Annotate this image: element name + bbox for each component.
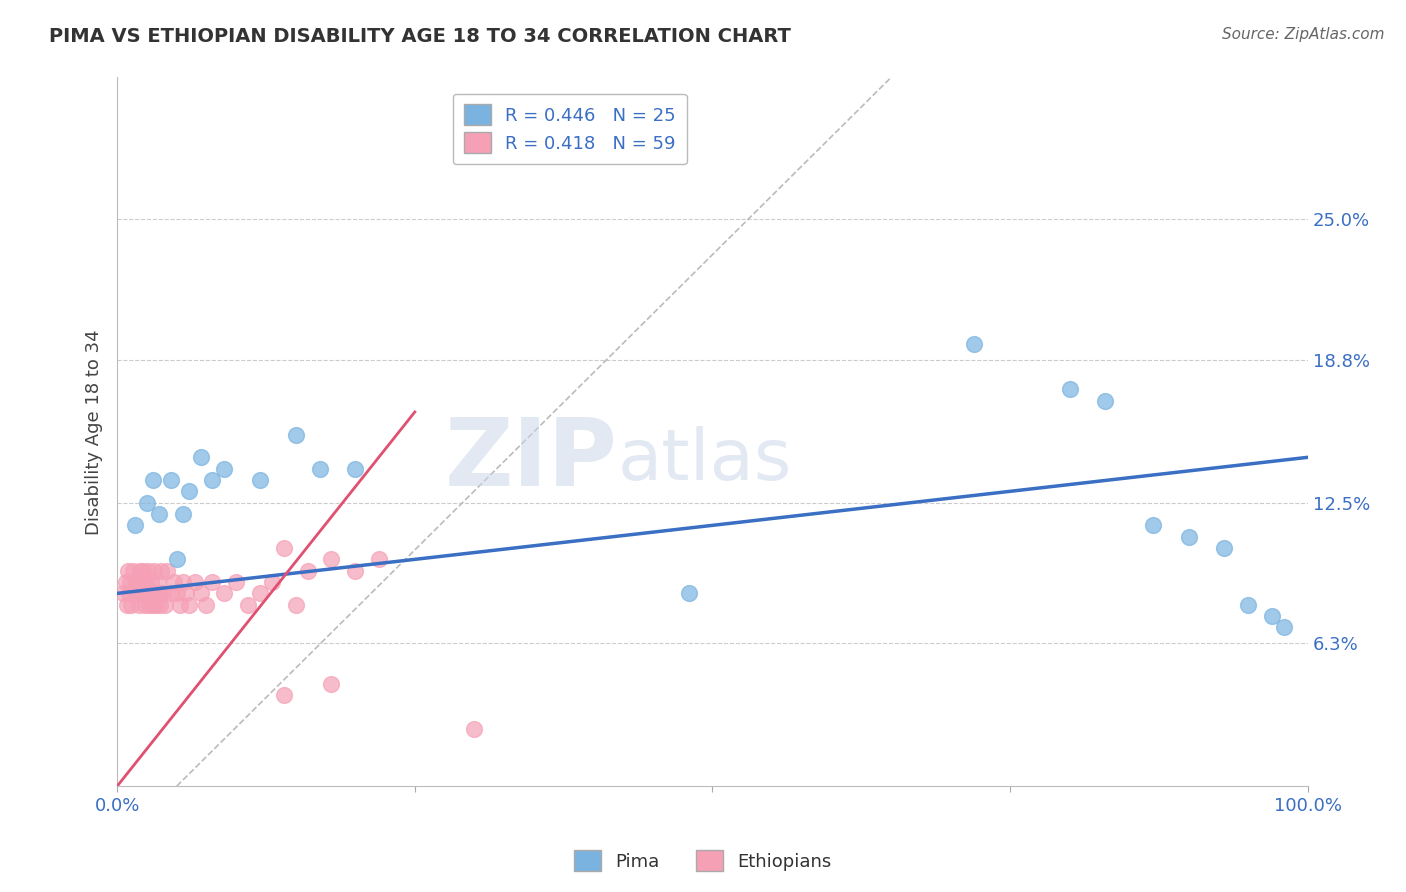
Point xyxy=(146,575,169,590)
Point xyxy=(138,598,160,612)
Point xyxy=(1261,609,1284,624)
Point xyxy=(321,552,343,566)
Point xyxy=(120,575,142,590)
Point xyxy=(190,586,212,600)
Point xyxy=(156,564,179,578)
Point xyxy=(190,450,212,465)
Point xyxy=(136,496,159,510)
Point xyxy=(128,564,150,578)
Point xyxy=(172,575,194,590)
Y-axis label: Disability Age 18 to 34: Disability Age 18 to 34 xyxy=(86,329,103,534)
Point xyxy=(148,507,170,521)
Point xyxy=(273,689,295,703)
Point xyxy=(174,586,197,600)
Point xyxy=(1177,530,1199,544)
Point xyxy=(1059,382,1081,396)
Point xyxy=(284,598,307,612)
Point xyxy=(152,586,174,600)
Point xyxy=(236,598,259,612)
Point xyxy=(148,586,170,600)
Point xyxy=(118,586,141,600)
Point xyxy=(225,575,247,590)
Point xyxy=(166,586,188,600)
Point xyxy=(117,564,139,578)
Point xyxy=(308,461,330,475)
Point xyxy=(124,586,146,600)
Text: ZIP: ZIP xyxy=(444,414,617,506)
Legend: R = 0.446   N = 25, R = 0.418   N = 59: R = 0.446 N = 25, R = 0.418 N = 59 xyxy=(453,94,686,164)
Point xyxy=(163,575,186,590)
Point xyxy=(129,586,152,600)
Point xyxy=(142,473,165,487)
Point xyxy=(132,564,155,578)
Point xyxy=(183,575,205,590)
Point xyxy=(134,598,156,612)
Point xyxy=(344,461,367,475)
Point xyxy=(142,598,165,612)
Text: atlas: atlas xyxy=(617,425,792,495)
Point xyxy=(115,598,138,612)
Point xyxy=(141,586,163,600)
Point xyxy=(297,564,319,578)
Text: PIMA VS ETHIOPIAN DISABILITY AGE 18 TO 34 CORRELATION CHART: PIMA VS ETHIOPIAN DISABILITY AGE 18 TO 3… xyxy=(49,27,792,45)
Point xyxy=(172,507,194,521)
Point xyxy=(112,586,135,600)
Point xyxy=(145,598,167,612)
Point xyxy=(249,586,271,600)
Point xyxy=(125,575,148,590)
Point xyxy=(159,473,181,487)
Point xyxy=(139,575,162,590)
Point xyxy=(177,484,200,499)
Text: Source: ZipAtlas.com: Source: ZipAtlas.com xyxy=(1222,27,1385,42)
Point xyxy=(1237,598,1260,612)
Point xyxy=(1142,518,1164,533)
Point xyxy=(214,461,236,475)
Point xyxy=(1094,393,1116,408)
Point xyxy=(368,552,391,566)
Point xyxy=(143,586,166,600)
Point xyxy=(678,586,700,600)
Point xyxy=(131,575,153,590)
Point xyxy=(121,564,143,578)
Point xyxy=(127,586,149,600)
Point xyxy=(963,337,986,351)
Point xyxy=(195,598,218,612)
Point xyxy=(143,564,166,578)
Legend: Pima, Ethiopians: Pima, Ethiopians xyxy=(567,843,839,879)
Point xyxy=(136,586,159,600)
Point xyxy=(124,518,146,533)
Point xyxy=(284,427,307,442)
Point xyxy=(273,541,295,555)
Point xyxy=(260,575,283,590)
Point xyxy=(136,564,159,578)
Point xyxy=(159,586,181,600)
Point xyxy=(344,564,367,578)
Point xyxy=(150,564,173,578)
Point xyxy=(177,598,200,612)
Point xyxy=(169,598,191,612)
Point xyxy=(249,473,271,487)
Point xyxy=(153,598,176,612)
Point xyxy=(114,575,136,590)
Point xyxy=(1213,541,1236,555)
Point xyxy=(214,586,236,600)
Point xyxy=(201,473,224,487)
Point xyxy=(135,575,157,590)
Point xyxy=(1272,620,1295,634)
Point xyxy=(121,598,143,612)
Point xyxy=(166,552,188,566)
Point xyxy=(463,723,485,737)
Point xyxy=(149,598,172,612)
Point xyxy=(128,598,150,612)
Point xyxy=(201,575,224,590)
Point xyxy=(321,677,343,691)
